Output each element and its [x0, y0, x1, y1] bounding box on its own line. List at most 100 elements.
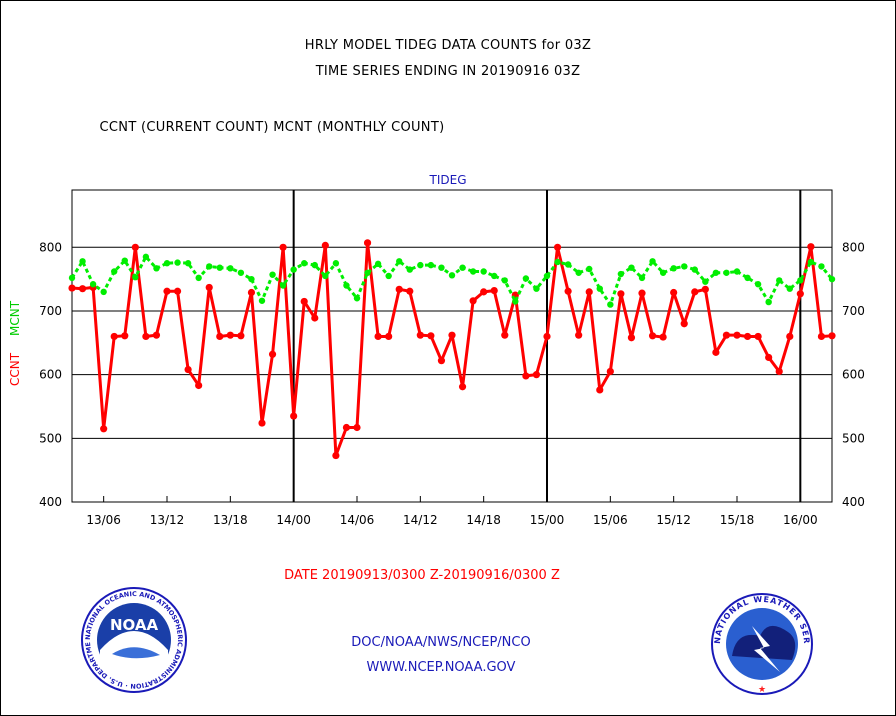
point-mcnt [322, 272, 329, 280]
point-ccnt [163, 287, 171, 295]
svg-text:★: ★ [758, 685, 766, 695]
y-tick-label-right: 600 [842, 368, 865, 382]
x-axis: 13/06 13/12 13/18 14/00 14/06 14/12 14/18 15/00… [86, 496, 818, 527]
y-tick-label-left: 400 [39, 495, 62, 509]
point-ccnt [722, 331, 731, 339]
point-mcnt [596, 285, 603, 292]
point-mcnt [364, 269, 371, 276]
point-ccnt [585, 288, 593, 296]
point-ccnt [437, 357, 446, 365]
point-ccnt [670, 288, 678, 297]
point-mcnt [712, 269, 720, 276]
point-mcnt [480, 268, 487, 275]
x-tick-label: 15/12 [656, 513, 691, 527]
point-mcnt [691, 266, 698, 273]
point-ccnt [828, 332, 836, 340]
point-mcnt [681, 263, 688, 270]
point-ccnt [543, 332, 551, 341]
point-ccnt [142, 332, 150, 341]
point-mcnt [100, 288, 107, 296]
point-mcnt [89, 281, 97, 288]
point-mcnt [797, 277, 804, 284]
point-mcnt [332, 260, 340, 267]
y-tick-label-left: 800 [39, 240, 62, 254]
point-mcnt [659, 269, 667, 276]
point-ccnt [469, 297, 477, 305]
point-ccnt [237, 332, 245, 340]
point-mcnt [353, 295, 361, 302]
point-mcnt [269, 271, 276, 278]
x-axis-label: DATE 20190913/0300 Z-20190916/0300 Z [284, 568, 560, 583]
point-ccnt [501, 331, 509, 339]
point-ccnt [712, 348, 720, 356]
svg-text:NATIONAL WEATHER SERVICE: NATIONAL WEATHER SERVICE [0, 0, 810, 645]
point-mcnt [828, 275, 836, 283]
point-mcnt [195, 274, 202, 282]
x-tick-label: 14/00 [276, 513, 311, 527]
y-axis-left: 400 500 600 700 800 [39, 240, 62, 509]
point-mcnt [628, 264, 635, 271]
point-ccnt [268, 350, 277, 358]
point-ccnt [427, 332, 435, 340]
point-mcnt [279, 282, 287, 289]
point-ccnt [775, 367, 783, 376]
point-ccnt [617, 290, 625, 298]
x-tick-label: 14/12 [403, 513, 438, 527]
point-mcnt [174, 259, 181, 266]
point-ccnt [247, 288, 256, 297]
point-ccnt [374, 332, 382, 341]
point-mcnt [564, 261, 572, 268]
point-ccnt [184, 365, 192, 374]
point-mcnt [248, 275, 255, 283]
point-mcnt [586, 265, 593, 273]
point-mcnt [438, 264, 445, 271]
point-mcnt [121, 257, 128, 264]
point-mcnt [733, 268, 741, 275]
point-ccnt [416, 331, 424, 339]
point-ccnt [627, 334, 636, 342]
point-mcnt [702, 278, 709, 285]
point-mcnt [754, 281, 762, 288]
point-ccnt [173, 287, 182, 295]
point-ccnt [648, 332, 657, 340]
point-ccnt [311, 314, 319, 322]
x-tick-label: 15/06 [593, 513, 628, 527]
noaa-logo: NOAA NATIONAL OCEANIC AND ATMOSPHERIC AD… [0, 0, 187, 693]
point-ccnt [691, 288, 699, 296]
point-ccnt [258, 419, 266, 427]
y-tick-label-right: 800 [842, 240, 865, 254]
y-tick-label-right: 400 [842, 495, 865, 509]
point-mcnt [638, 274, 646, 282]
point-mcnt [512, 298, 519, 305]
point-mcnt [786, 285, 793, 292]
point-mcnt [807, 258, 815, 266]
x-tick-label: 13/12 [150, 513, 185, 527]
y-tick-label-right: 700 [842, 304, 865, 318]
point-ccnt [480, 288, 488, 296]
point-ccnt [342, 423, 351, 432]
point-ccnt [807, 243, 815, 251]
x-tick-label: 14/06 [340, 513, 375, 527]
point-mcnt [132, 274, 139, 281]
point-ccnt [659, 333, 667, 341]
point-ccnt [300, 297, 308, 306]
point-ccnt [564, 287, 572, 295]
point-mcnt [343, 282, 350, 289]
point-ccnt [553, 243, 562, 251]
footer-url[interactable]: WWW.NCEP.NOAA.GOV [367, 660, 516, 675]
point-mcnt [533, 285, 540, 292]
point-ccnt [100, 425, 108, 433]
y-tick-label-left: 500 [39, 431, 62, 445]
y-tick-label-right: 500 [842, 431, 865, 445]
point-ccnt [743, 332, 752, 341]
point-mcnt [491, 272, 498, 280]
point-mcnt [301, 260, 308, 267]
svg-text:NATIONAL OCEANIC AND ATMOSPHER: NATIONAL OCEANIC AND ATMOSPHERIC ADMINIS… [0, 0, 184, 690]
point-mcnt [184, 260, 192, 267]
point-ccnt [110, 332, 118, 341]
point-ccnt [321, 241, 329, 249]
footer-agency: DOC/NOAA/NWS/NCEP/NCO [351, 635, 530, 650]
plot-title: TIDEG [429, 173, 467, 187]
point-mcnt [617, 270, 625, 278]
point-mcnt [396, 258, 403, 265]
